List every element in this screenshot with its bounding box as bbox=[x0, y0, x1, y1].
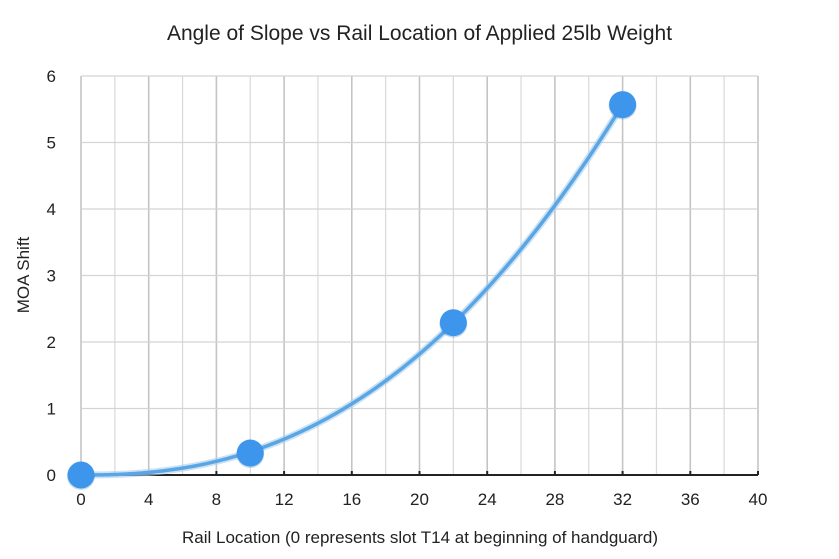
x-tick-label: 8 bbox=[212, 490, 221, 509]
x-axis-label: Rail Location (0 represents slot T14 at … bbox=[182, 528, 658, 547]
axes bbox=[80, 471, 759, 476]
x-tick-label: 20 bbox=[410, 490, 429, 509]
x-tick-label: 16 bbox=[342, 490, 361, 509]
data-point bbox=[439, 309, 467, 337]
x-tick-labels: 0 4 8 12 16 20 24 28 32 36 40 bbox=[76, 490, 767, 509]
data-point bbox=[236, 439, 264, 467]
data-point bbox=[609, 91, 637, 119]
data-point bbox=[67, 461, 95, 489]
x-tick-label: 32 bbox=[613, 490, 632, 509]
x-tick-label: 36 bbox=[681, 490, 700, 509]
x-tick-label: 40 bbox=[749, 490, 768, 509]
data-points bbox=[67, 91, 637, 490]
y-tick-label: 4 bbox=[47, 200, 56, 219]
trendline bbox=[77, 101, 627, 479]
chart-title: Angle of Slope vs Rail Location of Appli… bbox=[166, 22, 673, 45]
y-tick-label: 3 bbox=[47, 267, 56, 286]
y-tick-label: 6 bbox=[47, 67, 56, 86]
x-tick-label: 24 bbox=[478, 490, 497, 509]
y-tick-label: 2 bbox=[47, 333, 56, 352]
y-tick-label: 0 bbox=[47, 466, 56, 485]
x-tick-label: 12 bbox=[275, 490, 294, 509]
x-tick-label: 4 bbox=[144, 490, 153, 509]
x-tick-label: 28 bbox=[545, 490, 564, 509]
y-tick-label: 5 bbox=[47, 134, 56, 153]
y-tick-label: 1 bbox=[47, 400, 56, 419]
y-tick-labels: 0 1 2 3 4 5 6 bbox=[47, 67, 56, 485]
gridlines bbox=[80, 75, 759, 475]
x-tick-label: 0 bbox=[76, 490, 85, 509]
